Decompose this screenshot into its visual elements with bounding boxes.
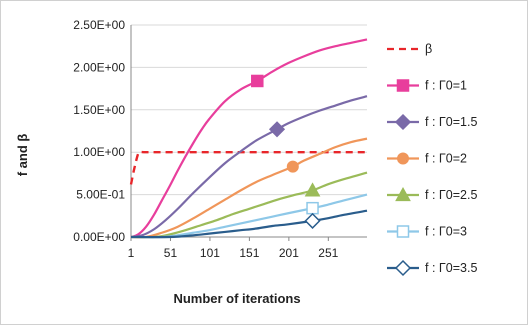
- legend-label: f : Γ0=2: [425, 152, 467, 166]
- series-marker: [306, 201, 319, 215]
- y-tick-label: 5.00E-01: [76, 188, 125, 202]
- x-axis-label: Number of iterations: [173, 291, 300, 306]
- legend-marker: [397, 152, 409, 165]
- x-axis-ticks: 1 51 101 151 201 251: [128, 237, 339, 260]
- x-tick-label: 51: [164, 246, 178, 260]
- legend-marker: [394, 259, 412, 277]
- legend-label: f : Γ0=1.5: [425, 115, 477, 129]
- x-tick-label: 1: [128, 246, 135, 260]
- series-line: [130, 137, 368, 239]
- legend: β f : Γ0=1 f : Γ0=1.5 f : Γ0=2 f : Γ0=2.5 f :…: [387, 42, 477, 277]
- legend-marker: [396, 79, 410, 92]
- y-tick-label: 0.00E+00: [73, 230, 125, 244]
- axes: [130, 25, 367, 238]
- line-chart: 0.00E+00 5.00E-01 1.00E+00 1.50E+00 2.00E+00…: [15, 18, 477, 306]
- series-marker: [286, 160, 299, 173]
- series-marker: [304, 212, 321, 229]
- series-lines: [129, 38, 368, 239]
- x-tick-label: 201: [279, 246, 299, 260]
- series-marker: [251, 74, 264, 88]
- series-line: [130, 95, 368, 239]
- legend-label: f : Γ0=3: [425, 225, 467, 239]
- y-axis-ticks: 0.00E+00 5.00E-01 1.00E+00 1.50E+00 2.00E+00…: [73, 18, 125, 244]
- y-tick-label: 1.00E+00: [73, 145, 125, 159]
- gridlines: [131, 24, 367, 196]
- legend-marker: [396, 225, 410, 238]
- series-line: [130, 209, 368, 239]
- y-tick-label: 2.00E+00: [73, 60, 125, 74]
- series-line: [130, 193, 368, 239]
- series-line: [130, 171, 368, 239]
- legend-marker: [395, 186, 411, 202]
- legend-marker: [394, 113, 412, 131]
- y-tick-label: 1.50E+00: [73, 103, 125, 117]
- legend-label: f : Γ0=3.5: [425, 261, 477, 275]
- legend-label: β: [425, 42, 432, 56]
- x-tick-label: 151: [239, 246, 259, 260]
- legend-label: f : Γ0=1: [425, 79, 467, 93]
- x-tick-label: 101: [200, 246, 220, 260]
- series-marker: [304, 182, 321, 197]
- y-tick-label: 2.50E+00: [73, 18, 125, 32]
- series-marker: [268, 121, 286, 138]
- series-markers: [251, 74, 321, 229]
- legend-label: f : Γ0=2.5: [425, 188, 477, 202]
- series-line: [129, 150, 367, 185]
- series-line: [130, 38, 368, 239]
- y-axis-label: f and β: [15, 134, 30, 177]
- x-tick-label: 251: [318, 246, 338, 260]
